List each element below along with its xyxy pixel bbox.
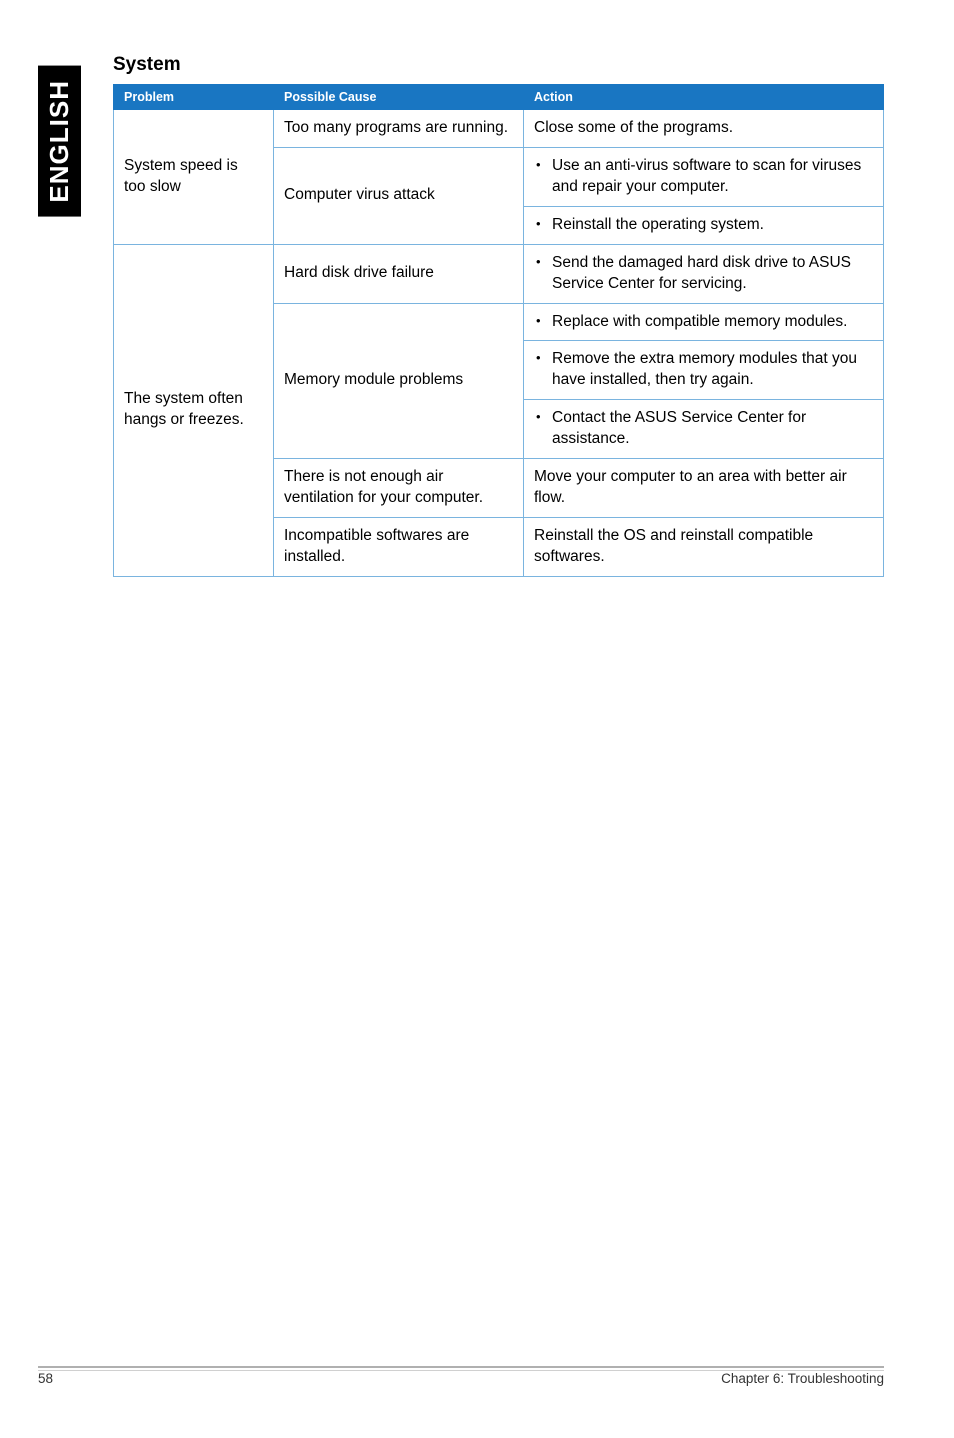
table-header-row: Problem Possible Cause Action — [114, 85, 884, 110]
table-row: The system often hangs or freezes. Hard … — [114, 244, 884, 303]
action-item: Contact the ASUS Service Center for assi… — [534, 408, 873, 450]
main-content: System Problem Possible Cause Action Sys… — [113, 54, 883, 577]
chapter-label: Chapter 6: Troubleshooting — [721, 1371, 884, 1386]
cell-cause: Hard disk drive failure — [274, 244, 524, 303]
cell-action: Close some of the programs. — [524, 110, 884, 148]
cell-action: Contact the ASUS Service Center for assi… — [524, 400, 884, 459]
cell-problem: The system often hangs or freezes. — [114, 244, 274, 576]
header-action: Action — [524, 85, 884, 110]
page-footer: 58 Chapter 6: Troubleshooting — [38, 1366, 884, 1386]
cell-problem: System speed is too slow — [114, 110, 274, 245]
table-row: System speed is too slow Too many progra… — [114, 110, 884, 148]
header-cause: Possible Cause — [274, 85, 524, 110]
header-problem: Problem — [114, 85, 274, 110]
cell-action: Reinstall the OS and reinstall compatibl… — [524, 517, 884, 576]
cell-action: Send the damaged hard disk drive to ASUS… — [524, 244, 884, 303]
language-tab: ENGLISH — [38, 66, 81, 217]
cell-cause: Too many programs are running. — [274, 110, 524, 148]
troubleshooting-table: Problem Possible Cause Action System spe… — [113, 84, 884, 577]
action-item: Reinstall the operating system. — [534, 215, 873, 236]
cell-cause: Computer virus attack — [274, 147, 524, 244]
cell-action: Remove the extra memory modules that you… — [524, 341, 884, 400]
action-item: Replace with compatible memory modules. — [534, 312, 873, 333]
action-item: Use an anti-virus software to scan for v… — [534, 156, 873, 198]
action-item: Remove the extra memory modules that you… — [534, 349, 873, 391]
cell-cause: Incompatible softwares are installed. — [274, 517, 524, 576]
section-title: System — [113, 54, 883, 76]
cell-cause: There is not enough air ventilation for … — [274, 459, 524, 518]
cell-action: Move your computer to an area with bette… — [524, 459, 884, 518]
cell-action: Reinstall the operating system. — [524, 206, 884, 244]
cell-action: Use an anti-virus software to scan for v… — [524, 147, 884, 206]
cell-action: Replace with compatible memory modules. — [524, 303, 884, 341]
cell-cause: Memory module problems — [274, 303, 524, 459]
page-number: 58 — [38, 1371, 53, 1386]
action-item: Send the damaged hard disk drive to ASUS… — [534, 253, 873, 295]
